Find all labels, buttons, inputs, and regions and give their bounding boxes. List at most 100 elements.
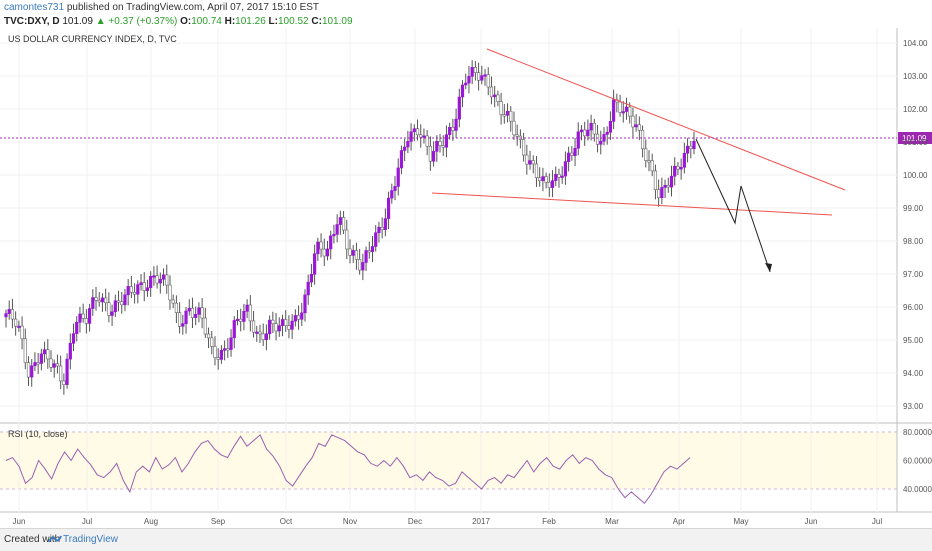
- candle-body: [660, 187, 664, 199]
- candle-body: [200, 307, 204, 319]
- candle-body: [557, 173, 561, 178]
- low-label: L:: [268, 16, 278, 27]
- candle-body: [55, 363, 60, 367]
- candle-body: [14, 318, 18, 327]
- candle-body: [444, 134, 449, 148]
- candle-body: [531, 160, 535, 165]
- candle-body: [319, 241, 323, 250]
- candle-body: [296, 315, 301, 320]
- candle-body: [136, 284, 140, 295]
- candle-body: [300, 312, 304, 320]
- candle-body: [422, 135, 426, 138]
- candle-body: [155, 275, 159, 284]
- candle-body: [17, 325, 21, 328]
- time-tick-label: Jul: [82, 517, 92, 526]
- candle-body: [33, 362, 37, 367]
- candle-body: [412, 128, 416, 133]
- upper-trendline[interactable]: [486, 48, 846, 191]
- candle-body: [399, 150, 404, 169]
- candle-body: [36, 362, 40, 365]
- candle-body: [107, 302, 111, 316]
- candle-body: [370, 246, 375, 252]
- candle-body: [496, 94, 500, 102]
- candle-body: [49, 358, 53, 368]
- candle-body: [325, 248, 330, 257]
- rsi-title: RSI (10, close): [8, 429, 68, 439]
- rsi-tick-label: 40.0000: [903, 485, 932, 494]
- projection-arrowhead: [765, 263, 772, 272]
- price-chart[interactable]: 101.09 US DOLLAR CURRENCY INDEX, D, TVC …: [0, 0, 932, 528]
- main-pane-bg: [0, 28, 897, 422]
- candle-body: [264, 333, 269, 340]
- candle-body: [483, 74, 487, 77]
- candle-body: [666, 184, 670, 188]
- candle-body: [393, 186, 397, 191]
- candles: [4, 60, 696, 395]
- candle-body: [316, 241, 320, 255]
- ohlc-bar: TVC:DXY, D 101.09 ▲ +0.37 (+0.37%) O:100…: [4, 16, 353, 27]
- candle-body: [682, 152, 686, 168]
- candle-body: [84, 318, 88, 324]
- candle-body: [425, 135, 429, 147]
- candle-body: [428, 145, 432, 162]
- candle-body: [258, 331, 262, 335]
- price-tick-label: 95.00: [903, 336, 924, 345]
- candle-body: [631, 115, 635, 128]
- candle-body: [396, 167, 400, 187]
- candle-body: [303, 294, 307, 314]
- candle-body: [348, 248, 352, 256]
- footer: Created with TradingView: [0, 528, 932, 551]
- price-axis-ticks: 104.00 103.00 102.00 101.00 100.00 99.00 98.00…: [903, 39, 928, 411]
- candle-body: [550, 180, 555, 188]
- candle-body: [75, 322, 79, 334]
- candle-body: [457, 96, 461, 120]
- candle-body: [206, 333, 211, 339]
- candle-body: [293, 315, 297, 322]
- candle-body: [284, 319, 288, 326]
- candle-body: [87, 308, 92, 324]
- time-tick-label: Dec: [408, 517, 422, 526]
- candle-body: [306, 281, 310, 296]
- candle-body: [78, 313, 82, 323]
- time-tick-label: Jun: [13, 517, 26, 526]
- author-link[interactable]: camontes731: [4, 2, 65, 13]
- candle-body: [499, 101, 503, 115]
- tradingview-link[interactable]: TradingView: [63, 534, 119, 545]
- close-value: 101.09: [321, 16, 353, 27]
- time-tick-label: Jun: [805, 517, 818, 526]
- candle-body: [435, 140, 439, 152]
- candle-body: [10, 309, 15, 320]
- candle-body: [100, 297, 105, 303]
- time-tick-label: Feb: [542, 517, 556, 526]
- lower-trendline[interactable]: [431, 192, 833, 216]
- candle-body: [541, 176, 545, 181]
- candle-body: [158, 279, 162, 284]
- candle-body: [464, 82, 468, 86]
- candle-body: [235, 318, 240, 321]
- candle-body: [290, 320, 294, 330]
- candle-body: [223, 348, 227, 351]
- candle-body: [203, 317, 207, 335]
- publish-info: camontes731 published on TradingView.com…: [4, 2, 319, 13]
- candle-body: [380, 226, 384, 230]
- candle-body: [669, 175, 674, 188]
- rsi-tick-label: 60.0000: [903, 457, 932, 466]
- candle-body: [274, 323, 278, 332]
- candle-body: [322, 248, 326, 257]
- last-price: 101.09: [62, 16, 93, 27]
- candle-body: [313, 253, 317, 275]
- candle-body: [383, 218, 387, 230]
- candle-body: [20, 325, 24, 340]
- candle-body: [26, 362, 31, 378]
- candle-body: [650, 160, 654, 172]
- candle-body: [570, 152, 574, 156]
- candle-body: [403, 146, 407, 151]
- candle-body: [280, 319, 285, 326]
- candle-body: [23, 338, 27, 363]
- candle-body: [679, 166, 683, 170]
- candle-body: [81, 313, 85, 319]
- candle-body: [149, 275, 153, 289]
- candle-body: [354, 250, 359, 260]
- projection-path[interactable]: [695, 138, 771, 273]
- candle-body: [59, 365, 63, 382]
